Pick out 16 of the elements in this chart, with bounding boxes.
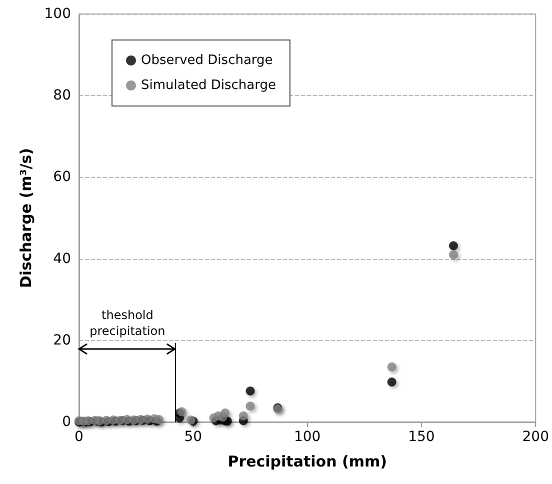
- legend-label: Simulated Discharge: [141, 78, 276, 93]
- y-tick-label: 100: [44, 6, 71, 22]
- y-tick-label: 40: [53, 250, 71, 267]
- y-tick-label: 80: [53, 88, 71, 104]
- x-tick-label: 0: [74, 429, 84, 445]
- ref-line-label: theshold precipitation: [88, 306, 166, 339]
- x-tick-label: 100: [294, 429, 321, 445]
- x-tick-label: 150: [408, 429, 435, 445]
- y-axis-title: Discharge (m³/s): [16, 148, 35, 288]
- x-tick-label: 200: [522, 429, 550, 445]
- y-tick-label: 0: [62, 414, 71, 430]
- legend-label: Observed Discharge: [141, 53, 273, 68]
- y-tick-label: 20: [53, 332, 71, 348]
- y-tick-label: 60: [53, 169, 71, 186]
- x-tick-label: 50: [184, 429, 202, 445]
- x-axis-title: Precipitation (mm): [228, 452, 387, 470]
